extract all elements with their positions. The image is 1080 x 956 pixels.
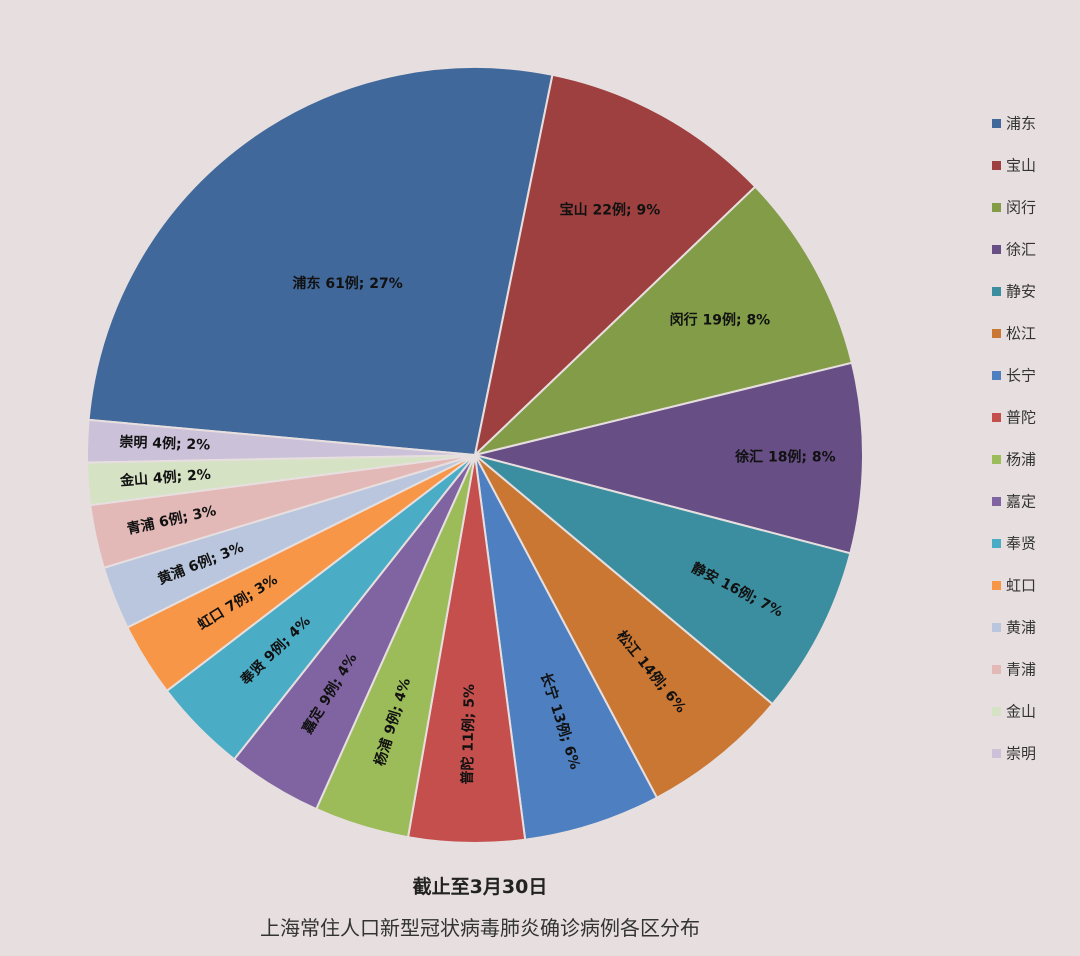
legend-label-6: 松江	[1006, 325, 1036, 343]
legend-swatch-15	[992, 707, 1001, 716]
legend-label-10: 嘉定	[1006, 493, 1036, 511]
legend-label-1: 浦东	[1006, 115, 1036, 133]
legend-label-3: 闵行	[1006, 199, 1036, 217]
pie-slice-3	[471, 185, 854, 457]
pie-slice-2	[473, 73, 757, 458]
legend-swatch-16	[992, 749, 1001, 758]
legend-label-5: 静安	[1006, 283, 1036, 301]
pie-slice-5	[474, 454, 852, 706]
legend-label-12: 虹口	[1006, 577, 1036, 595]
legend-swatch-3	[992, 203, 1001, 212]
pie-slice-1	[87, 66, 554, 457]
pie-slice-6	[474, 454, 774, 800]
pie-slice-7	[474, 454, 659, 841]
legend-swatch-7	[992, 371, 1001, 380]
legend-swatch-6	[992, 329, 1001, 338]
legend-swatch-11	[992, 539, 1001, 548]
slice-label-4: 徐汇 18例; 8%	[734, 449, 836, 466]
slice-label-16: 崇明 4例; 2%	[119, 433, 210, 453]
pie-slice-4	[474, 361, 864, 555]
legend-swatch-4	[992, 245, 1001, 254]
legend-swatch-10	[992, 497, 1001, 506]
legend-label-16: 崇明	[1006, 745, 1036, 763]
slice-label-1: 浦东 61例; 27%	[292, 275, 402, 292]
chart-title: 截止至3月30日	[412, 876, 548, 898]
legend-label-11: 奉贤	[1006, 535, 1036, 553]
legend-swatch-2	[992, 161, 1001, 170]
legend-swatch-5	[992, 287, 1001, 296]
legend-label-8: 普陀	[1006, 409, 1036, 427]
legend-swatch-1	[992, 119, 1001, 128]
slice-label-3: 闵行 19例; 8%	[670, 312, 771, 329]
pie-slices	[86, 66, 864, 844]
legend-label-14: 青浦	[1006, 661, 1036, 679]
legend-swatch-9	[992, 455, 1001, 464]
pie-slice-16	[86, 418, 476, 464]
legend-swatch-13	[992, 623, 1001, 632]
chart-subtitle: 上海常住人口新型冠状病毒肺炎确诊病例各区分布	[260, 916, 700, 940]
slice-label-2: 宝山 22例; 9%	[560, 201, 661, 218]
legend-swatch-8	[992, 413, 1001, 422]
legend-label-2: 宝山	[1006, 157, 1036, 175]
legend-label-9: 杨浦	[1006, 451, 1036, 469]
legend-label-4: 徐汇	[1006, 241, 1036, 259]
legend-swatch-14	[992, 665, 1001, 674]
slice-label-15: 金山 4例; 2%	[118, 466, 211, 490]
legend-label-15: 金山	[1006, 703, 1036, 721]
legend-label-13: 黄浦	[1006, 619, 1036, 637]
legend-label-7: 长宁	[1006, 367, 1036, 385]
slice-label-8: 普陀 11例; 5%	[459, 684, 478, 785]
legend-swatch-12	[992, 581, 1001, 590]
